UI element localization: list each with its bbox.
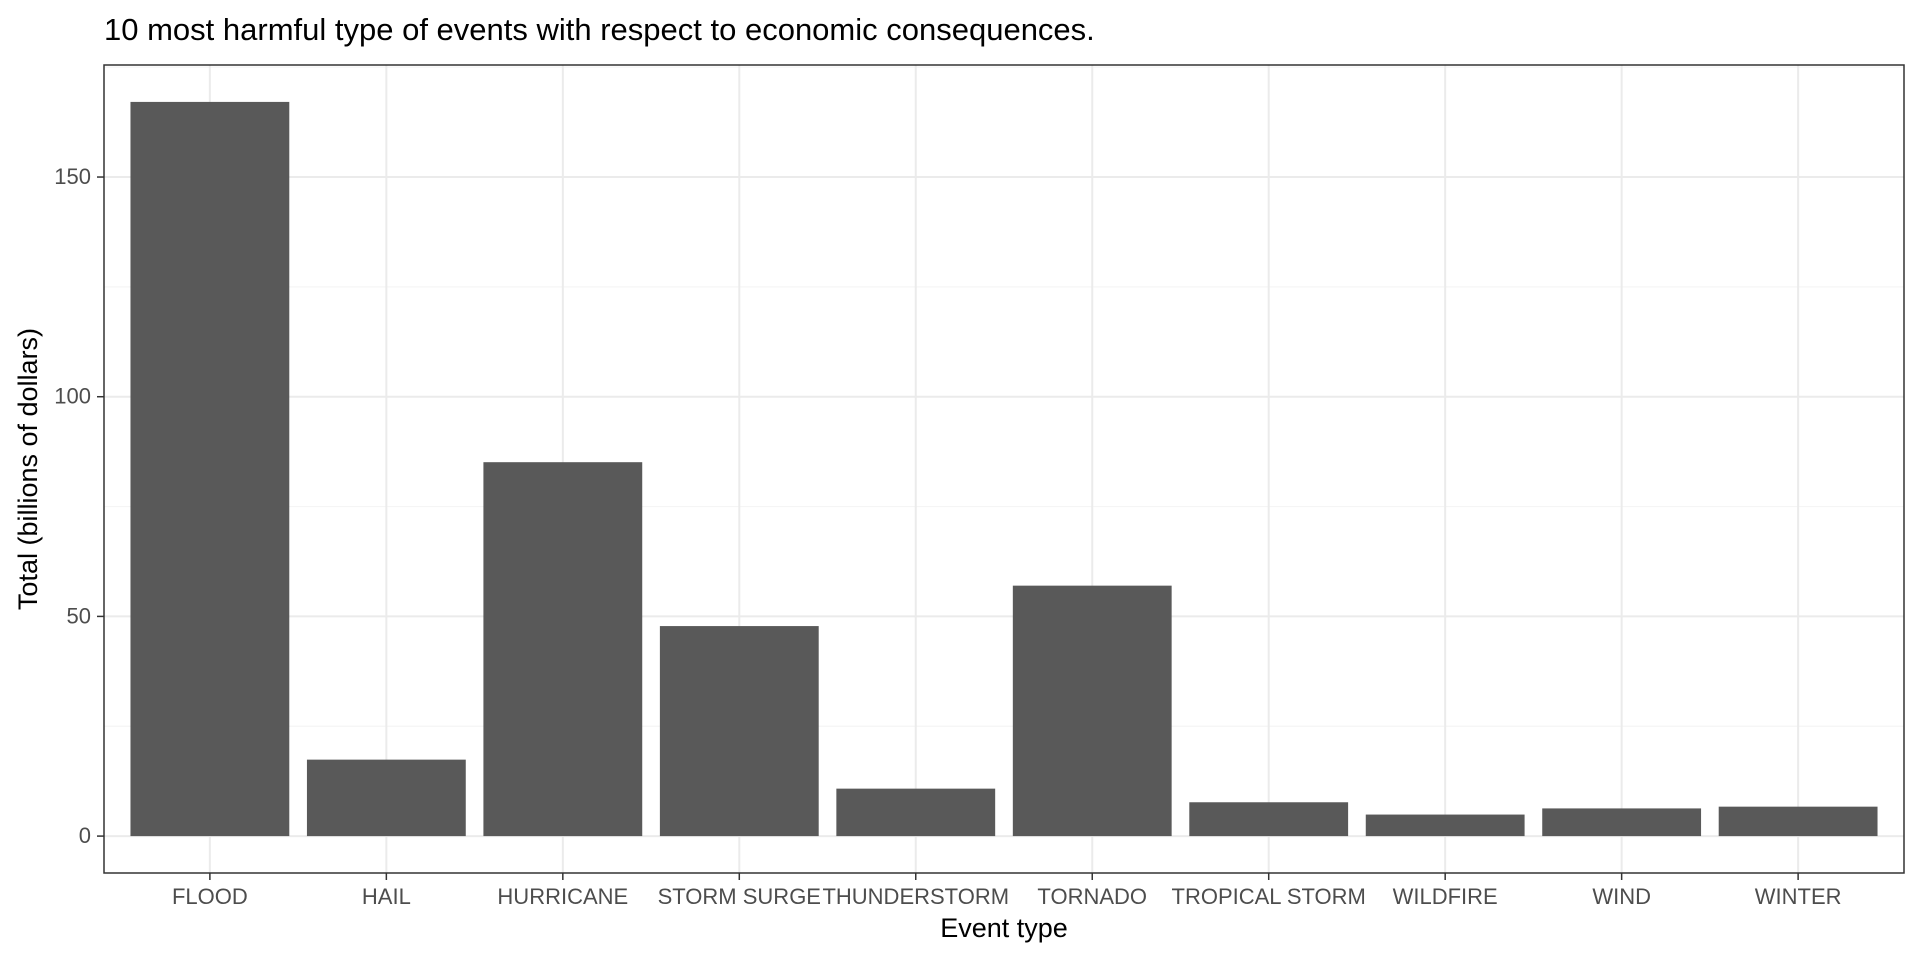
plot-panel-border — [103, 64, 1905, 874]
x-axis: FLOOD HAIL HURRICANE STORM SURGE THUNDERSTOR… — [172, 873, 1842, 909]
x-tick-label: HURRICANE — [497, 884, 628, 909]
x-axis-title: Event type — [940, 913, 1068, 943]
bars — [130, 101, 1878, 837]
x-tick-label: FLOOD — [172, 884, 248, 909]
y-tick-label: 0 — [79, 823, 91, 848]
bar-tropical-storm — [1189, 802, 1349, 837]
bar-thunderstorm — [836, 788, 996, 837]
bar-wind — [1542, 808, 1702, 837]
minor-gridlines — [104, 66, 1904, 727]
y-tick-label: 100 — [54, 384, 91, 409]
bar-hail — [306, 759, 466, 837]
x-tick-label: HAIL — [362, 884, 411, 909]
y-axis: 0 50 100 150 — [54, 164, 104, 848]
plot-panel-background — [104, 65, 1904, 873]
x-tick-label: WIND — [1592, 884, 1651, 909]
bar-storm-surge — [659, 626, 819, 837]
y-tick-label: 150 — [54, 164, 91, 189]
x-tick-label: TROPICAL STORM — [1172, 884, 1366, 909]
plot-area — [103, 64, 1905, 874]
x-tick-label: TORNADO — [1037, 884, 1147, 909]
x-tick-label: STORM SURGE — [658, 884, 821, 909]
bar-winter — [1718, 806, 1878, 837]
y-tick-label: 50 — [67, 603, 91, 628]
y-axis-title: Total (billions of dollars) — [13, 328, 43, 610]
x-tick-label: WILDFIRE — [1393, 884, 1498, 909]
bar-wildfire — [1365, 814, 1525, 837]
chart-title: 10 most harmful type of events with resp… — [104, 12, 1095, 47]
bar-flood — [130, 101, 290, 837]
x-tick-label: WINTER — [1755, 884, 1842, 909]
bar-tornado — [1012, 585, 1172, 837]
x-tick-label: THUNDERSTORM — [822, 884, 1009, 909]
bar-hurricane — [483, 462, 643, 837]
